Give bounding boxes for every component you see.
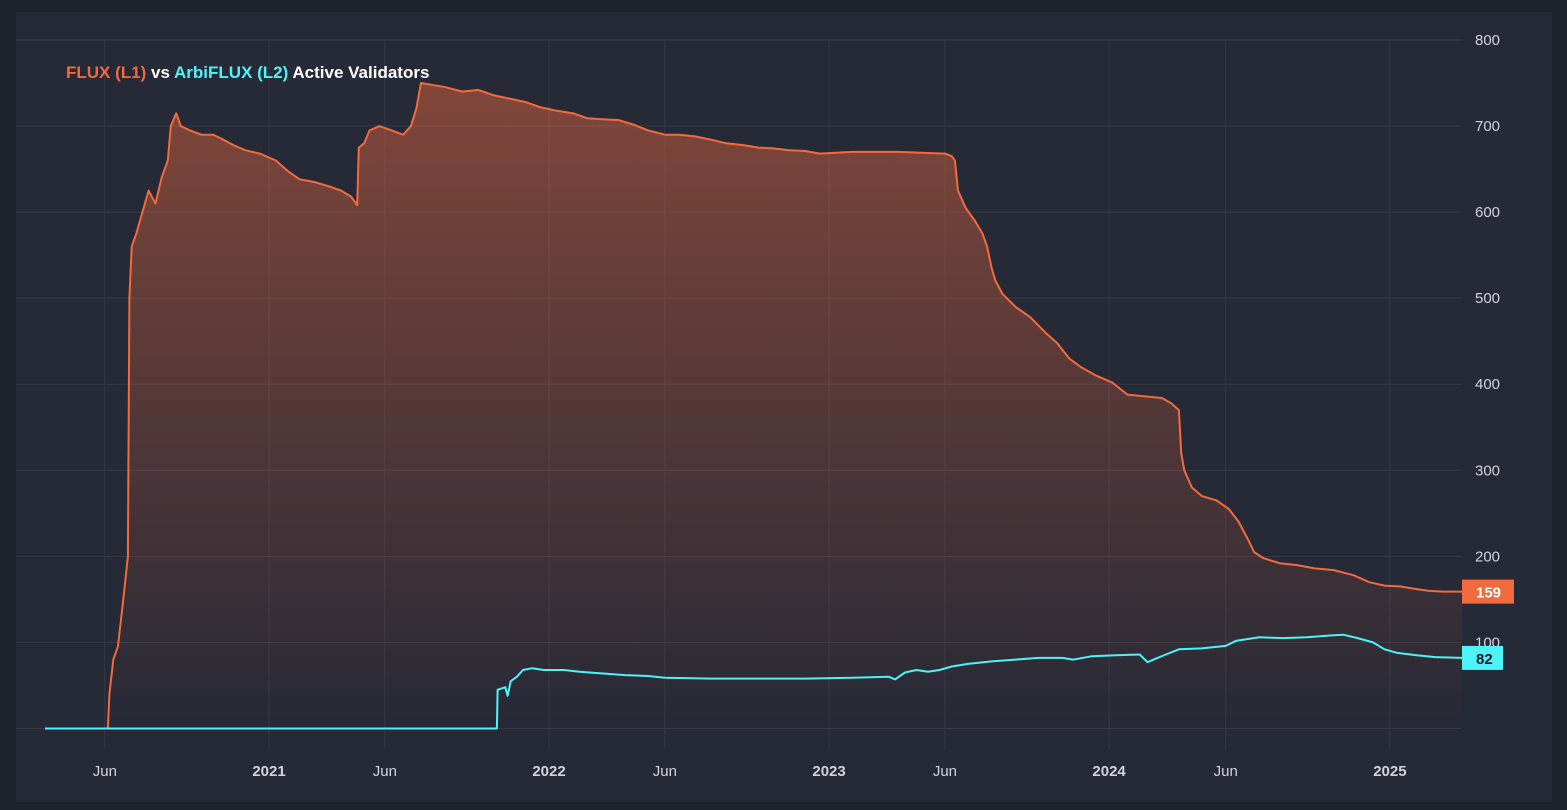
series-line-0 xyxy=(45,82,1462,730)
y-tick-label: 700 xyxy=(1475,118,1500,135)
last-value-label-0: 159 xyxy=(1476,585,1501,602)
title-vs: vs xyxy=(151,63,170,82)
x-tick-label: Jun xyxy=(373,763,397,780)
last-value-badge-1 xyxy=(1462,645,1503,670)
series-lines xyxy=(45,82,1463,730)
x-tick-label: Jun xyxy=(933,763,957,780)
x-tick-label: 2024 xyxy=(1092,763,1126,780)
y-tick-label: 300 xyxy=(1475,462,1500,479)
y-tick-label: 800 xyxy=(1475,32,1500,49)
x-tick-label: 2022 xyxy=(532,763,565,780)
title-suffix: Active Validators xyxy=(292,63,430,82)
chart-title: FLUX (L1) vs ArbiFLUX (L2) Active Valida… xyxy=(66,63,429,83)
series-areas xyxy=(45,83,1462,729)
last-value-label-1: 82 xyxy=(1476,651,1493,668)
y-tick-label: 400 xyxy=(1475,376,1500,393)
x-tick-label: Jun xyxy=(1214,763,1238,780)
title-series-arbiflux: ArbiFLUX (L2) xyxy=(174,63,289,82)
y-tick-label: 200 xyxy=(1475,548,1500,565)
y-tick-label: 500 xyxy=(1475,290,1500,307)
chart-panel: 100 200 300 400 500 600 700 800 Jun 2021 Jun 2022 J… xyxy=(16,12,1552,802)
x-tick-label: 2025 xyxy=(1373,763,1406,780)
title-series-flux: FLUX (L1) xyxy=(66,63,147,82)
last-value-badge-0 xyxy=(1462,579,1514,604)
x-tick-label: 2023 xyxy=(812,763,845,780)
series-line-1 xyxy=(45,633,1463,730)
x-tick-label: 2021 xyxy=(252,763,285,780)
last-value-badges: 159 82 xyxy=(1462,579,1514,670)
series-area-0 xyxy=(45,83,1462,729)
x-tick-label: Jun xyxy=(93,763,117,780)
x-axis: Jun 2021 Jun 2022 Jun 2023 Jun 2024 Jun 2025 xyxy=(93,763,1407,780)
x-tick-label: Jun xyxy=(653,763,677,780)
y-tick-label: 600 xyxy=(1475,204,1500,221)
